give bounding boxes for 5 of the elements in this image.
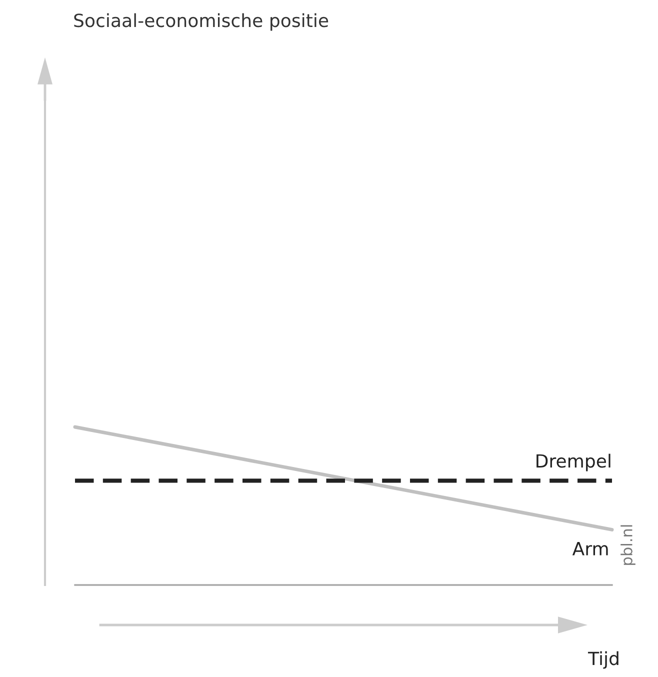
annotation: Arm — [572, 542, 608, 556]
annotation: pbl.nl — [620, 525, 636, 565]
x-axis-title: Tijd — [588, 651, 618, 669]
text: Sociaal-economische positie — [74, 13, 328, 31]
series-label: Drempel — [536, 454, 610, 472]
